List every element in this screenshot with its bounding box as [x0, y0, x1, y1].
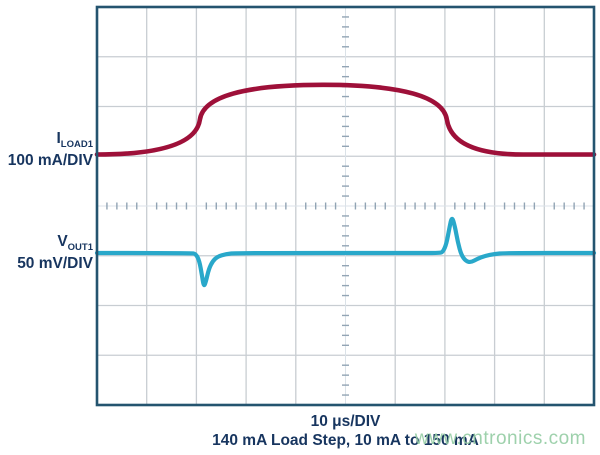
trace-iload1: [94, 82, 597, 157]
channel1-name: ILOAD1: [56, 130, 93, 151]
caption: 10 μs/DIV 140 mA Load Step, 10 mA to 150…: [97, 412, 594, 450]
channel2-scale: 50 mV/DIV: [17, 255, 93, 273]
channel2-label: VOUT1 50 mV/DIV: [0, 234, 93, 272]
caption-timebase: 10 μs/DIV: [310, 413, 381, 430]
trace-vout1: [94, 216, 597, 288]
channel1-label: ILOAD1 100 mA/DIV: [0, 131, 93, 169]
channel1-scale: 100 mA/DIV: [7, 152, 93, 170]
caption-description: 140 mA Load Step, 10 mA to 150 mA: [212, 432, 479, 449]
watermark: www.cntronics.com: [414, 428, 586, 449]
channel2-name: VOUT1: [57, 233, 93, 254]
